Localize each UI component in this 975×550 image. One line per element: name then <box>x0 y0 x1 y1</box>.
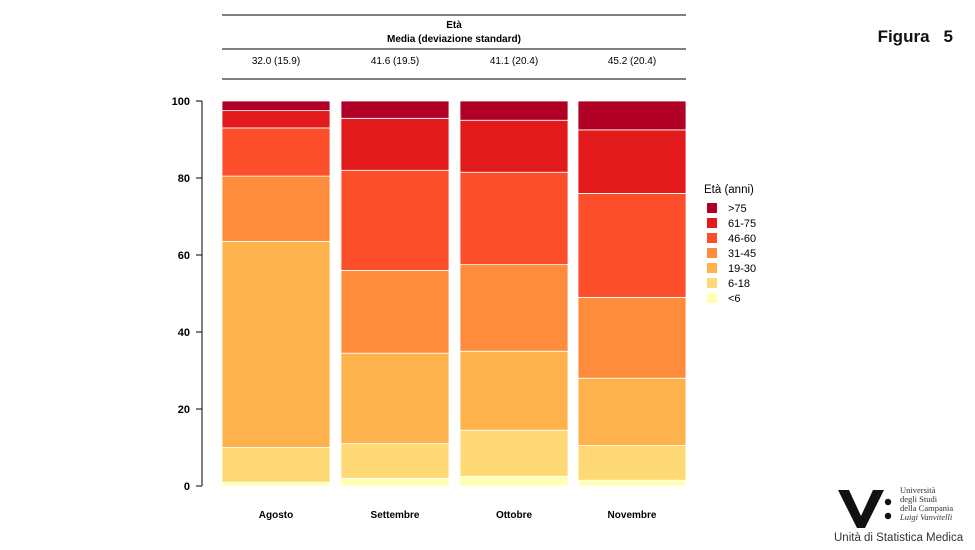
bar-segment-0-0 <box>221 481 331 487</box>
university-logo: Università degli Studi della Campania Lu… <box>830 480 970 548</box>
bar-segment-2-1 <box>459 429 569 477</box>
bar-segment-2-4 <box>459 171 569 266</box>
university-name: Università degli Studi della Campania Lu… <box>900 486 953 522</box>
bar-segment-1-6 <box>340 100 450 119</box>
bar-segment-2-5 <box>459 119 569 173</box>
figure-number: 5 <box>943 27 953 46</box>
table-title: Età <box>446 20 462 31</box>
bar-segment-1-3 <box>340 269 450 354</box>
bar-segment-0-1 <box>221 447 331 483</box>
bar-segment-3-1 <box>577 445 687 481</box>
bar-segment-1-1 <box>340 443 450 479</box>
x-category-label-0: Agosto <box>259 510 293 521</box>
legend-swatch-0 <box>707 203 717 213</box>
bar-segment-3-6 <box>577 100 687 131</box>
bar-segment-0-3 <box>221 175 331 242</box>
legend-swatch-6 <box>707 293 717 303</box>
bar-segment-3-0 <box>577 479 687 487</box>
bar-segment-3-5 <box>577 129 687 194</box>
table-value-3: 45.2 (20.4) <box>608 56 656 67</box>
y-tick-label-60: 60 <box>178 250 190 262</box>
table-subtitle: Media (deviazione standard) <box>387 34 521 45</box>
x-category-label-2: Ottobre <box>496 510 533 521</box>
x-category-label-3: Novembre <box>608 510 657 521</box>
uni-line-3: della Campania <box>900 503 954 513</box>
y-tick-label-20: 20 <box>178 404 190 416</box>
bar-segment-2-3 <box>459 264 569 352</box>
bar-segment-1-4 <box>340 169 450 271</box>
y-tick-label-80: 80 <box>178 173 190 185</box>
figure-word: Figura <box>877 27 930 46</box>
bar-segment-1-2 <box>340 352 450 445</box>
legend-title: Età (anni) <box>704 184 754 196</box>
figure-label: Figura 5 <box>878 27 953 47</box>
legend-label-3: 31-45 <box>728 248 756 260</box>
bar-segment-2-0 <box>459 475 569 487</box>
legend-label-1: 61-75 <box>728 218 756 230</box>
x-category-label-1: Settembre <box>371 510 420 521</box>
legend-label-6: <6 <box>728 293 741 305</box>
vanvitelli-logo-mark <box>838 490 892 528</box>
bar-segment-3-2 <box>577 377 687 446</box>
bar-segment-1-5 <box>340 117 450 171</box>
unit-name: Unità di Statistica Medica <box>834 532 964 544</box>
table-value-0: 32.0 (15.9) <box>252 56 300 67</box>
bar-segment-0-5 <box>221 110 331 129</box>
bar-segment-0-6 <box>221 100 331 112</box>
y-tick-label-40: 40 <box>178 327 190 339</box>
legend-swatch-2 <box>707 233 717 243</box>
uni-line-4: Luigi Vanvitelli <box>900 512 953 522</box>
bar-segment-0-4 <box>221 127 331 177</box>
bar-segment-0-2 <box>221 241 331 448</box>
uni-line-2: degli Studi <box>900 494 938 504</box>
legend-swatch-1 <box>707 218 717 228</box>
legend-swatch-5 <box>707 278 717 288</box>
bar-segment-2-2 <box>459 350 569 431</box>
legend-label-2: 46-60 <box>728 233 756 245</box>
bar-segment-3-4 <box>577 192 687 298</box>
legend-label-5: 6-18 <box>728 278 750 290</box>
legend-label-4: 19-30 <box>728 263 756 275</box>
bar-segment-1-0 <box>340 477 450 487</box>
uni-line-1: Università <box>900 485 936 495</box>
bar-segment-2-6 <box>459 100 569 121</box>
legend-swatch-4 <box>707 263 717 273</box>
legend-swatch-3 <box>707 248 717 258</box>
y-tick-label-0: 0 <box>184 481 190 493</box>
table-value-1: 41.6 (19.5) <box>371 56 419 67</box>
legend-label-0: >75 <box>728 203 747 215</box>
y-tick-label-100: 100 <box>172 96 190 108</box>
table-value-2: 41.1 (20.4) <box>490 56 538 67</box>
bar-segment-3-3 <box>577 296 687 379</box>
